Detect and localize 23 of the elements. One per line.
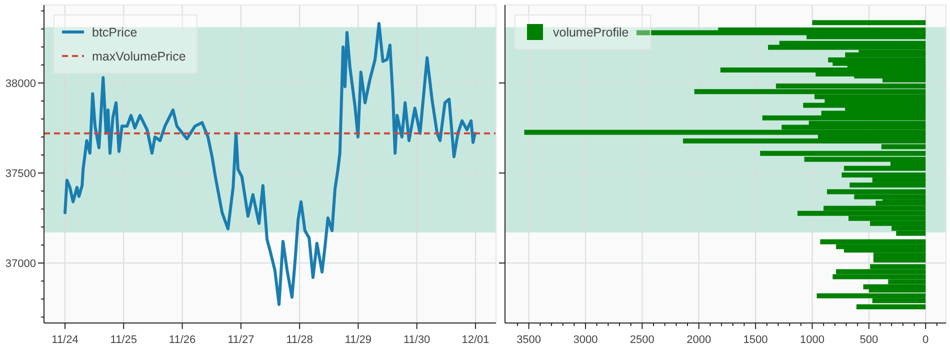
x-tick-label: 11/24 <box>52 334 78 346</box>
x-tick-label: 3500 <box>516 334 542 346</box>
x-tick-label: 0 <box>922 334 929 346</box>
y-tick-label: 37500 <box>5 168 36 180</box>
x-tick-label: 11/25 <box>110 334 138 346</box>
bar <box>812 20 926 26</box>
x-tick-label: 1500 <box>743 334 768 346</box>
x-tick-label: 3000 <box>573 334 598 346</box>
legend-label: volumeProfile <box>553 26 629 40</box>
y-tick-label: 37000 <box>5 258 36 270</box>
x-tick-label: 11/29 <box>344 334 372 346</box>
x-tick-label: 500 <box>860 334 878 346</box>
legend-label: maxVolumePrice <box>92 50 186 64</box>
x-tick-label: 2500 <box>630 334 654 346</box>
x-tick-label: 11/26 <box>168 334 196 346</box>
x-tick-label: 11/27 <box>228 334 254 346</box>
x-tick-label: 2000 <box>686 334 712 346</box>
x-tick-label: 11/28 <box>286 334 313 346</box>
x-tick-label: 11/30 <box>403 334 430 346</box>
y-tick-label: 38000 <box>5 78 36 90</box>
x-tick-label: 12/01 <box>462 334 490 346</box>
x-tick-label: 1000 <box>800 334 824 346</box>
legend-label: btcPrice <box>92 26 138 40</box>
